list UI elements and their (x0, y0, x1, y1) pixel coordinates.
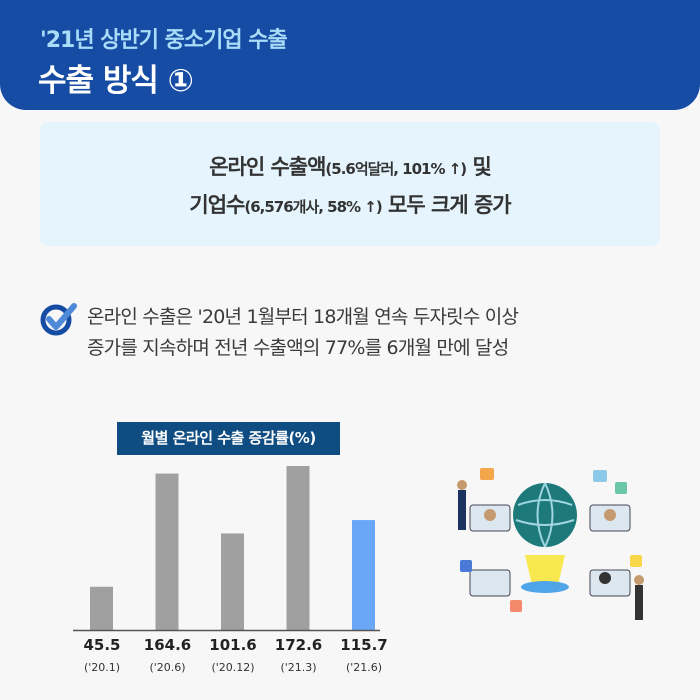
highlight-text: 모두 크게 증가 (381, 193, 512, 217)
online-export-illustration (457, 468, 644, 620)
key-point-line-1: 온라인 수출은 '20년 1월부터 18개월 연속 두자릿수 이상 (87, 306, 519, 328)
chart-title: 월별 온라인 수출 증감률(%) (117, 422, 340, 455)
category-label: ('20.1) (83, 661, 121, 674)
highlight-detail: (6,576개사, 58% ↑) (244, 198, 382, 216)
category-label: ('21.6) (345, 661, 383, 674)
bar-value-label: 115.7 (340, 636, 388, 654)
header-title: 수출 방식 ① (38, 63, 194, 99)
highlight-line-2: 기업수(6,576개사, 58% ↑) 모두 크게 증가 (40, 187, 660, 225)
header-subtitle: '21년 상반기 중소기업 수출 (40, 28, 288, 53)
checkmark-icon (40, 303, 77, 336)
highlight-text: 온라인 수출액 (209, 155, 326, 179)
highlight-text: 기업수 (189, 193, 245, 217)
bar-value-label: 164.6 (143, 636, 192, 654)
globe-icon (513, 483, 577, 547)
category-label: ('21.3) (280, 661, 317, 674)
category-label: ('20.6) (149, 661, 186, 674)
bar-value-label: 101.6 (209, 636, 257, 654)
bar (155, 473, 179, 630)
bar (286, 466, 310, 630)
header-banner: '21년 상반기 중소기업 수출 수출 방식 ① (0, 0, 700, 110)
bar-value-label: 172.6 (274, 636, 323, 654)
category-label: ('20.12) (211, 661, 255, 674)
bar (352, 520, 375, 630)
key-point: 온라인 수출은 '20년 1월부터 18개월 연속 두자릿수 이상 증가를 지속… (87, 302, 519, 364)
key-point-line-2: 증가를 지속하며 전년 수출액의 77%를 6개월 만에 달성 (87, 337, 509, 359)
highlight-box: 온라인 수출액(5.6억달러, 101% ↑) 및 기업수(6,576개사, 5… (40, 122, 660, 246)
bar (221, 533, 244, 630)
bar-value-label: 45.5 (83, 636, 121, 654)
highlight-line-1: 온라인 수출액(5.6억달러, 101% ↑) 및 (40, 149, 660, 187)
bar-chart (73, 466, 380, 632)
highlight-text: 및 (466, 155, 491, 179)
highlight-detail: (5.6억달러, 101% ↑) (325, 160, 467, 178)
bar (90, 586, 113, 630)
